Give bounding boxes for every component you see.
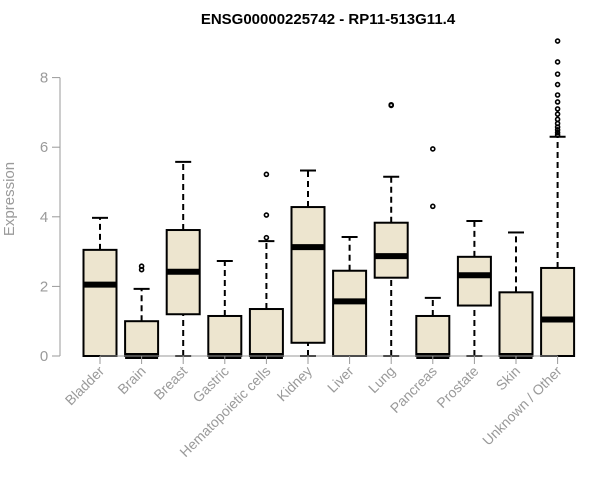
- x-tick-label: Skin: [493, 363, 524, 394]
- outlier-point: [554, 99, 561, 105]
- box-skin: [498, 231, 534, 359]
- outlier-point: [388, 101, 395, 108]
- outlier-point: [429, 146, 436, 152]
- box-brain: [124, 263, 160, 359]
- y-axis: 0 2 4 6 8: [40, 70, 61, 365]
- outlier-point: [554, 111, 561, 117]
- chart-title: ENSG00000225742 - RP11-513G11.4: [201, 11, 456, 28]
- outlier-point: [554, 106, 561, 112]
- outlier-point: [554, 127, 561, 133]
- box-unknown-other: [540, 38, 576, 357]
- box-hematopoietic-cells: [248, 171, 284, 359]
- iqr-box: [498, 291, 534, 358]
- iqr-box: [290, 206, 326, 344]
- y-tick-label: 4: [40, 209, 48, 226]
- y-tick-label: 6: [40, 139, 48, 156]
- outlier-point: [554, 129, 561, 136]
- y-axis-label: Expression: [1, 162, 18, 236]
- box-breast: [165, 160, 201, 357]
- box-liver: [332, 235, 368, 357]
- outlier-point: [554, 59, 561, 65]
- outlier-point: [554, 92, 561, 98]
- boxes-group: [82, 38, 576, 359]
- x-tick-label: Bladder: [62, 363, 108, 409]
- x-tick-label: Kidney: [274, 363, 316, 405]
- x-tick-label: Prostate: [433, 363, 481, 411]
- x-tick-label: Lung: [365, 363, 398, 396]
- outlier-point: [263, 234, 270, 241]
- outlier-point: [263, 171, 270, 178]
- iqr-box: [415, 314, 451, 358]
- iqr-box: [82, 248, 118, 357]
- box-lung: [373, 101, 409, 357]
- outlier-point: [554, 132, 561, 138]
- x-tick-label: Brain: [114, 363, 148, 397]
- outlier-point: [554, 116, 561, 123]
- outlier-point: [554, 81, 561, 88]
- iqr-box: [540, 266, 576, 357]
- iqr-box: [207, 314, 243, 358]
- box-pancreas: [415, 146, 451, 359]
- outlier-point: [263, 212, 270, 218]
- y-tick-label: 8: [40, 70, 48, 87]
- iqr-box: [124, 320, 160, 358]
- box-bladder: [82, 216, 118, 357]
- outlier-point: [554, 38, 561, 44]
- iqr-box: [373, 221, 409, 279]
- box-prostate: [456, 219, 492, 357]
- y-tick-label: 0: [40, 348, 48, 365]
- x-tick-label: Unknown / Other: [479, 363, 565, 449]
- iqr-box: [248, 308, 284, 357]
- x-tick-label: Liver: [324, 363, 357, 396]
- x-tick-label: Breast: [150, 363, 190, 403]
- outlier-point: [138, 263, 145, 270]
- outlier-point: [429, 203, 436, 210]
- box-kidney: [290, 169, 326, 357]
- box-gastric: [207, 259, 243, 359]
- outlier-point: [554, 71, 561, 77]
- iqr-box: [456, 255, 492, 307]
- iqr-box: [332, 269, 368, 357]
- y-tick-label: 2: [40, 278, 48, 295]
